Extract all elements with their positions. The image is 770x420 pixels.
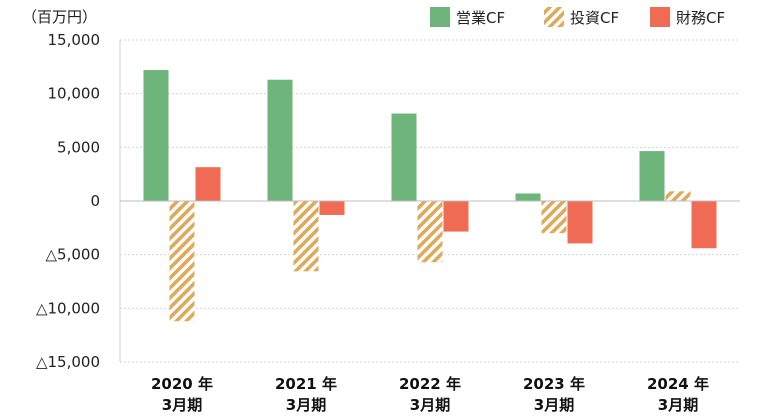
- bar-投資CF-1: [293, 201, 319, 272]
- y-tick-label: 5,000: [57, 138, 100, 156]
- y-axis: 15,000 10,000 5,000 0 △5,000 △10,000 △15,000: [36, 31, 121, 371]
- bar-財務CF-1: [319, 201, 345, 215]
- x-category-label: 3月期: [410, 396, 450, 414]
- bar-営業CF-4: [639, 151, 665, 201]
- bars: [120, 70, 740, 322]
- bar-財務CF-4: [691, 201, 717, 249]
- legend-swatch-0: [430, 7, 450, 27]
- x-category-label: 2023 年: [523, 375, 585, 393]
- bar-投資CF-4: [665, 191, 691, 201]
- bar-投資CF-3: [541, 201, 567, 234]
- x-category-label: 2024 年: [647, 375, 709, 393]
- bar-財務CF-3: [567, 201, 593, 244]
- bar-営業CF-2: [391, 113, 417, 201]
- x-category-label: 3月期: [162, 396, 202, 414]
- y-tick-label: 0: [90, 192, 100, 210]
- bar-財務CF-2: [443, 201, 469, 232]
- bar-営業CF-1: [267, 79, 293, 201]
- y-tick-label: 10,000: [48, 85, 101, 103]
- y-tick-label: △15,000: [36, 353, 100, 371]
- unit-label: （百万円）: [22, 8, 97, 26]
- x-axis: 2020 年 3月期 2021 年 3月期 2022 年 3月期 2023 年 3月期 2024…: [151, 375, 709, 414]
- y-tick-label: △5,000: [46, 246, 100, 264]
- bar-財務CF-0: [195, 167, 221, 201]
- bar-営業CF-0: [143, 70, 169, 201]
- x-category-label: 3月期: [534, 396, 574, 414]
- bar-営業CF-3: [515, 193, 541, 201]
- legend-swatch-1: [544, 7, 564, 27]
- bar-投資CF-2: [417, 201, 443, 263]
- x-category-label: 2020 年: [151, 375, 213, 393]
- x-category-label: 3月期: [658, 396, 698, 414]
- legend-swatch-2: [650, 7, 670, 27]
- legend-label-2: 財務CF: [676, 9, 725, 27]
- legend-label-1: 投資CF: [570, 9, 619, 27]
- legend-label-0: 営業CF: [456, 9, 505, 27]
- y-tick-label: △10,000: [36, 299, 100, 317]
- x-category-label: 2022 年: [399, 375, 461, 393]
- bar-投資CF-0: [169, 201, 195, 322]
- y-tick-label: 15,000: [48, 31, 101, 49]
- x-category-label: 3月期: [286, 396, 326, 414]
- x-category-label: 2021 年: [275, 375, 337, 393]
- legend: 営業CF 投資CF 財務CF: [430, 7, 725, 27]
